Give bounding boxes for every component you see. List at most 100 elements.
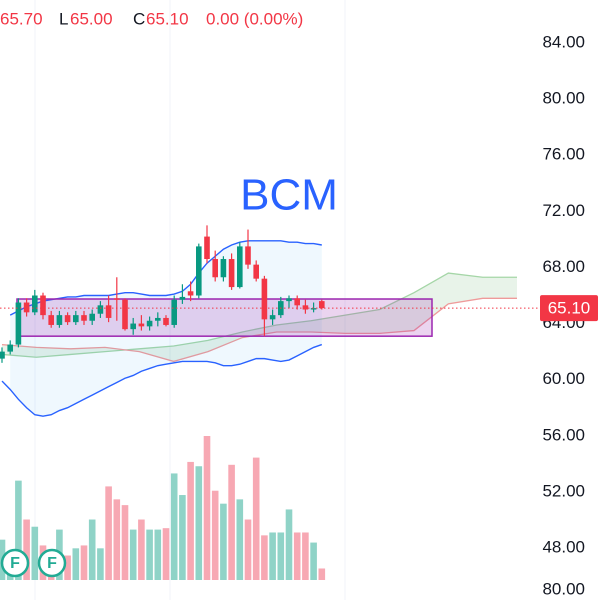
volume-bar bbox=[318, 568, 326, 580]
candle-body bbox=[212, 259, 218, 278]
candle-body bbox=[228, 259, 235, 288]
y-tick-label: 48.00 bbox=[542, 537, 585, 556]
volume-bar bbox=[220, 503, 227, 580]
candle-body bbox=[286, 298, 292, 302]
volume-bar bbox=[203, 436, 211, 580]
candle-body bbox=[187, 291, 194, 296]
candle-body bbox=[171, 299, 177, 325]
volume-bar bbox=[72, 548, 80, 580]
candle-body bbox=[261, 278, 268, 320]
volume-bar bbox=[228, 464, 235, 580]
y-tick-label: 72.00 bbox=[542, 201, 585, 220]
candle-body bbox=[23, 302, 30, 313]
volume-bar bbox=[293, 532, 301, 580]
candle-body bbox=[48, 315, 54, 325]
candle-body bbox=[319, 301, 325, 309]
candle-body bbox=[81, 315, 87, 321]
candle-body bbox=[130, 323, 136, 330]
candle-body bbox=[294, 298, 300, 306]
bollinger-fill bbox=[10, 240, 322, 417]
y-tick-label: 84.00 bbox=[542, 32, 585, 51]
candle-body bbox=[32, 295, 38, 313]
candle-body bbox=[245, 246, 251, 265]
volume-bar bbox=[277, 532, 285, 580]
volume-scale-label: 80.00 bbox=[542, 579, 585, 598]
candle-body bbox=[15, 302, 22, 345]
low-label: L bbox=[59, 9, 68, 28]
candle-body bbox=[253, 264, 259, 279]
volume-bar bbox=[187, 461, 194, 580]
candle-body bbox=[64, 315, 71, 323]
candle-body bbox=[155, 317, 161, 321]
bollinger-upper bbox=[9, 240, 322, 316]
candle-body bbox=[179, 296, 186, 300]
volume-bar bbox=[154, 529, 162, 580]
candle-body bbox=[114, 298, 120, 300]
y-tick-label: 68.00 bbox=[542, 257, 585, 276]
cloud-fill bbox=[2, 273, 517, 362]
bollinger-lower bbox=[1, 343, 323, 417]
volume-bar bbox=[162, 528, 170, 580]
event-marker bbox=[0, 548, 30, 578]
y-tick-label: 80.00 bbox=[542, 89, 585, 108]
volume-bar bbox=[195, 466, 203, 580]
candle-body bbox=[122, 299, 128, 330]
volume-bar bbox=[269, 532, 276, 580]
volume-bar bbox=[80, 545, 88, 580]
volume-bar bbox=[170, 473, 178, 580]
event-marker-label: F bbox=[10, 555, 20, 572]
candle-body bbox=[138, 323, 145, 327]
symbol-watermark: BCM bbox=[240, 171, 338, 220]
y-tick-label: 76.00 bbox=[542, 145, 585, 164]
high-value: 65.70 bbox=[0, 9, 43, 28]
candle-body bbox=[89, 313, 95, 321]
candle-body bbox=[237, 246, 243, 288]
candle-body bbox=[196, 246, 202, 296]
close-label: C bbox=[133, 9, 145, 28]
volume-bar bbox=[261, 535, 268, 580]
close-value: 65.10 bbox=[146, 9, 189, 28]
candle-body bbox=[310, 308, 317, 310]
cloud-span-a bbox=[1, 272, 517, 358]
low-value: 65.00 bbox=[70, 9, 113, 28]
candle-body bbox=[97, 305, 104, 314]
candle-body bbox=[7, 344, 13, 352]
candle-body bbox=[269, 315, 276, 320]
volume-bar bbox=[179, 495, 186, 580]
change-value: 0.00 (0.00%) bbox=[206, 9, 303, 28]
volume-bar bbox=[105, 486, 112, 580]
candle-body bbox=[73, 315, 79, 323]
volume-bar bbox=[244, 519, 252, 580]
volume-bar bbox=[97, 548, 104, 580]
volume-bar bbox=[285, 509, 293, 580]
candle-body bbox=[0, 351, 5, 359]
volume-bar bbox=[113, 499, 121, 580]
last-price-label: 65.10 bbox=[548, 299, 591, 318]
volume-bar bbox=[15, 480, 22, 580]
volume-bar bbox=[129, 529, 137, 580]
candle-body bbox=[146, 320, 153, 327]
volume-bar bbox=[23, 519, 30, 580]
volume-bar bbox=[310, 542, 317, 580]
volume-bar bbox=[121, 505, 129, 580]
last-price-box bbox=[540, 295, 598, 322]
volume-bar bbox=[236, 499, 244, 580]
volume-bar bbox=[211, 490, 219, 580]
candle-body bbox=[204, 236, 210, 260]
range-box bbox=[16, 298, 433, 337]
event-marker bbox=[37, 548, 67, 578]
volume-bar bbox=[138, 519, 145, 580]
candle-body bbox=[105, 305, 112, 318]
volume-bar bbox=[302, 532, 309, 580]
ohlc-legend: 65.70 L 65.00 C 65.10 0.00 (0.00%) bbox=[0, 9, 303, 28]
y-tick-label: 60.00 bbox=[542, 369, 585, 388]
y-tick-label: 56.00 bbox=[542, 425, 585, 444]
volume-bar bbox=[64, 555, 71, 580]
candle-body bbox=[220, 259, 227, 278]
cloud-span-b bbox=[1, 297, 517, 363]
y-tick-label: 52.00 bbox=[542, 481, 585, 500]
volume-bar bbox=[31, 526, 39, 580]
event-marker-label: F bbox=[47, 555, 57, 572]
